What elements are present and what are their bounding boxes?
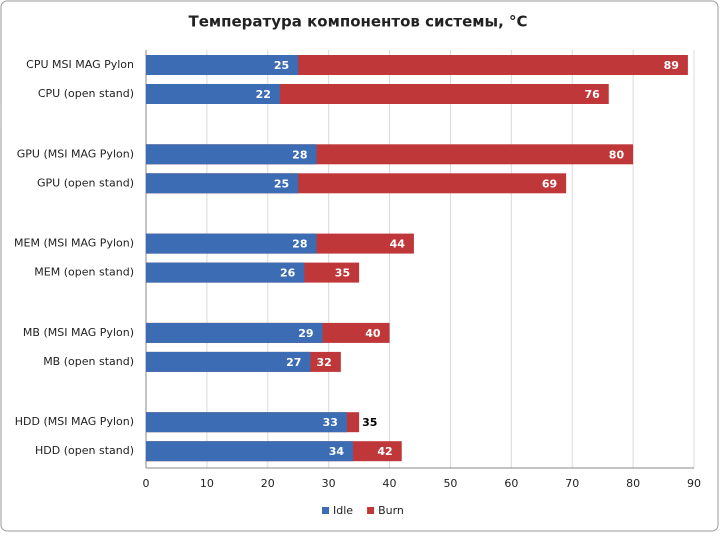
data-label: 28 [292,148,307,161]
y-tick-label: HDD (MSI MAG Pylon) [15,415,134,428]
bar [146,262,305,283]
data-label: 22 [256,88,271,101]
legend-label: Idle [333,504,353,517]
y-tick-label: CPU MSI MAG Pylon [26,58,134,71]
y-tick-label: GPU (open stand) [37,176,134,189]
data-label: 40 [365,327,381,340]
x-tick-label: 70 [565,477,579,490]
bar [146,55,299,75]
x-tick-label: 30 [322,477,336,490]
y-tick-label: GPU (MSI MAG Pylon) [17,147,134,160]
x-tick-label: 10 [200,477,214,490]
y-tick-label: MEM (open stand) [34,266,134,279]
y-tick-label: MEM (MSI MAG Pylon) [14,237,134,250]
bar [146,322,323,343]
x-tick-label: 50 [443,477,457,490]
y-tick-label: MB (MSI MAG Pylon) [23,326,134,339]
x-tick-label: 40 [383,477,397,490]
x-tick-label: 20 [261,477,275,490]
data-label: 28 [292,238,307,251]
data-label: 25 [274,59,289,72]
legend-swatch [322,507,329,514]
data-label: 33 [323,416,338,429]
bar [146,173,299,194]
bar [146,441,354,462]
x-tick-label: 80 [626,477,640,490]
bar [146,412,347,433]
data-label: 76 [584,88,600,101]
bar [146,84,280,104]
data-label: 25 [274,177,289,190]
data-label: 26 [280,267,296,280]
bar [146,351,311,372]
data-label: 89 [664,59,679,72]
data-label: 44 [390,238,406,251]
data-label: 29 [298,327,313,340]
data-label: 69 [542,177,557,190]
chart-title: Температура компонентов системы, °C [188,13,527,31]
data-label: 35 [362,416,377,429]
x-tick-label: 90 [687,477,701,490]
data-label: 35 [335,267,350,280]
y-tick-label: HDD (open stand) [35,444,134,457]
data-label: 42 [377,445,392,458]
data-label: 34 [329,445,345,458]
y-tick-label: CPU (open stand) [38,87,134,100]
x-tick-label: 60 [504,477,518,490]
data-label: 80 [609,148,625,161]
legend-label: Burn [378,504,404,517]
bar [146,233,317,254]
data-label: 32 [317,356,332,369]
data-label: 27 [286,356,301,369]
bar [146,144,317,165]
y-tick-label: MB (open stand) [43,355,134,368]
legend-swatch [367,507,375,514]
x-tick-label: 0 [143,477,150,490]
